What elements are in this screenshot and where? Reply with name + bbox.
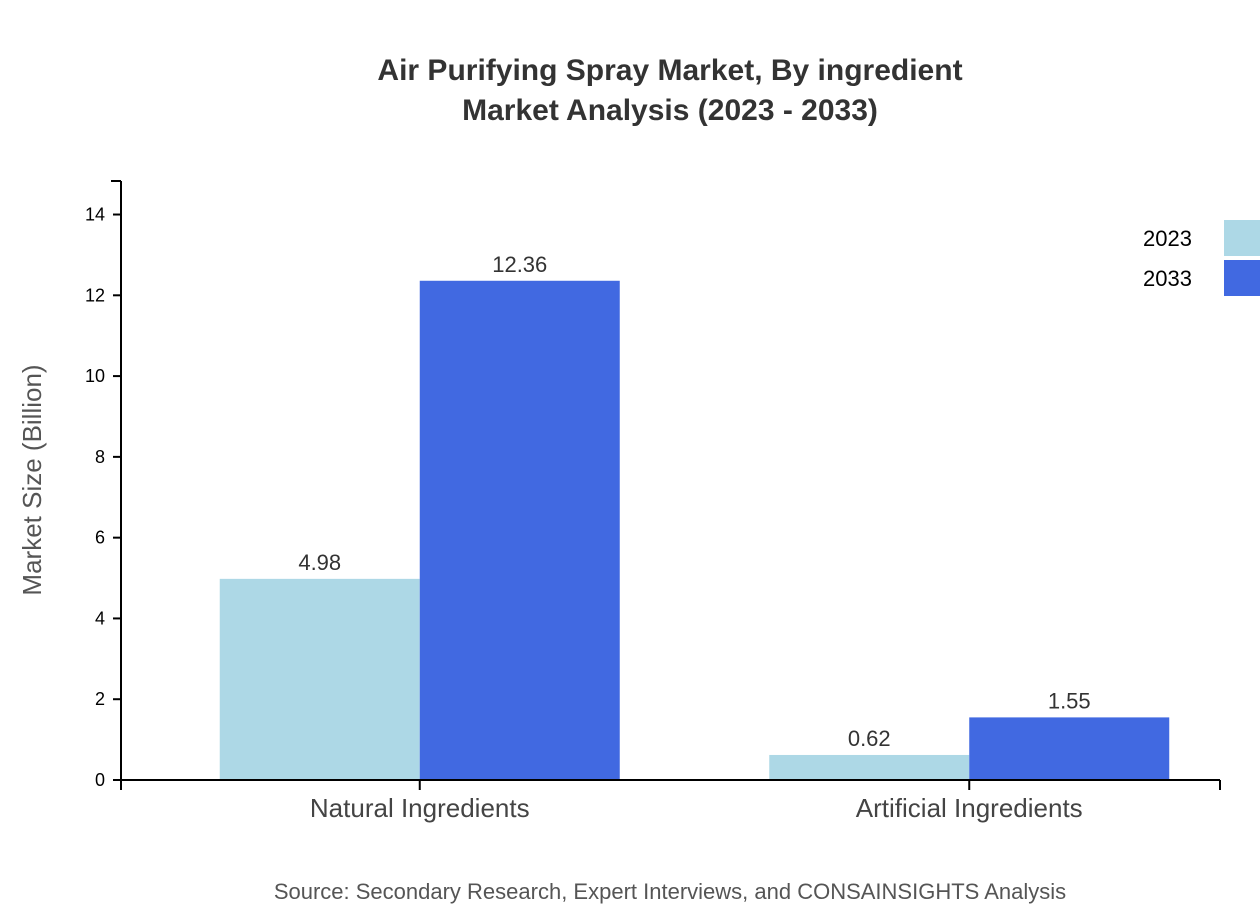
- y-tick-label: 2: [95, 689, 105, 709]
- y-tick-label: 4: [95, 608, 105, 628]
- x-tick-label: Artificial Ingredients: [856, 793, 1083, 823]
- data-label: 1.55: [1048, 688, 1091, 713]
- legend-swatch-2033: [1224, 260, 1260, 296]
- bar-2033-1: [969, 717, 1170, 780]
- chart-subtitle: Market Analysis (2023 - 2033): [462, 94, 878, 127]
- y-tick-label: 10: [85, 366, 105, 386]
- bar-2023-1: [769, 754, 970, 780]
- y-axis-label: Market Size (Billion): [17, 364, 47, 595]
- bar-2033-0: [419, 280, 620, 780]
- legend-label: 2023: [1143, 226, 1192, 251]
- chart-title: Air Purifying Spray Market, By ingredien…: [377, 54, 962, 87]
- bar-2023-0: [219, 578, 420, 780]
- source-note: Source: Secondary Research, Expert Inter…: [274, 879, 1066, 904]
- y-tick-label: 8: [95, 447, 105, 467]
- y-tick-label: 6: [95, 528, 105, 548]
- legend-label: 2033: [1143, 266, 1192, 291]
- data-label: 4.98: [298, 550, 341, 575]
- data-label: 0.62: [848, 726, 891, 751]
- y-tick-label: 0: [95, 770, 105, 790]
- y-tick-label: 12: [85, 285, 105, 305]
- x-tick-label: Natural Ingredients: [310, 793, 530, 823]
- y-tick-label: 14: [85, 205, 105, 225]
- data-label: 12.36: [492, 252, 547, 277]
- legend-swatch-2023: [1224, 220, 1260, 256]
